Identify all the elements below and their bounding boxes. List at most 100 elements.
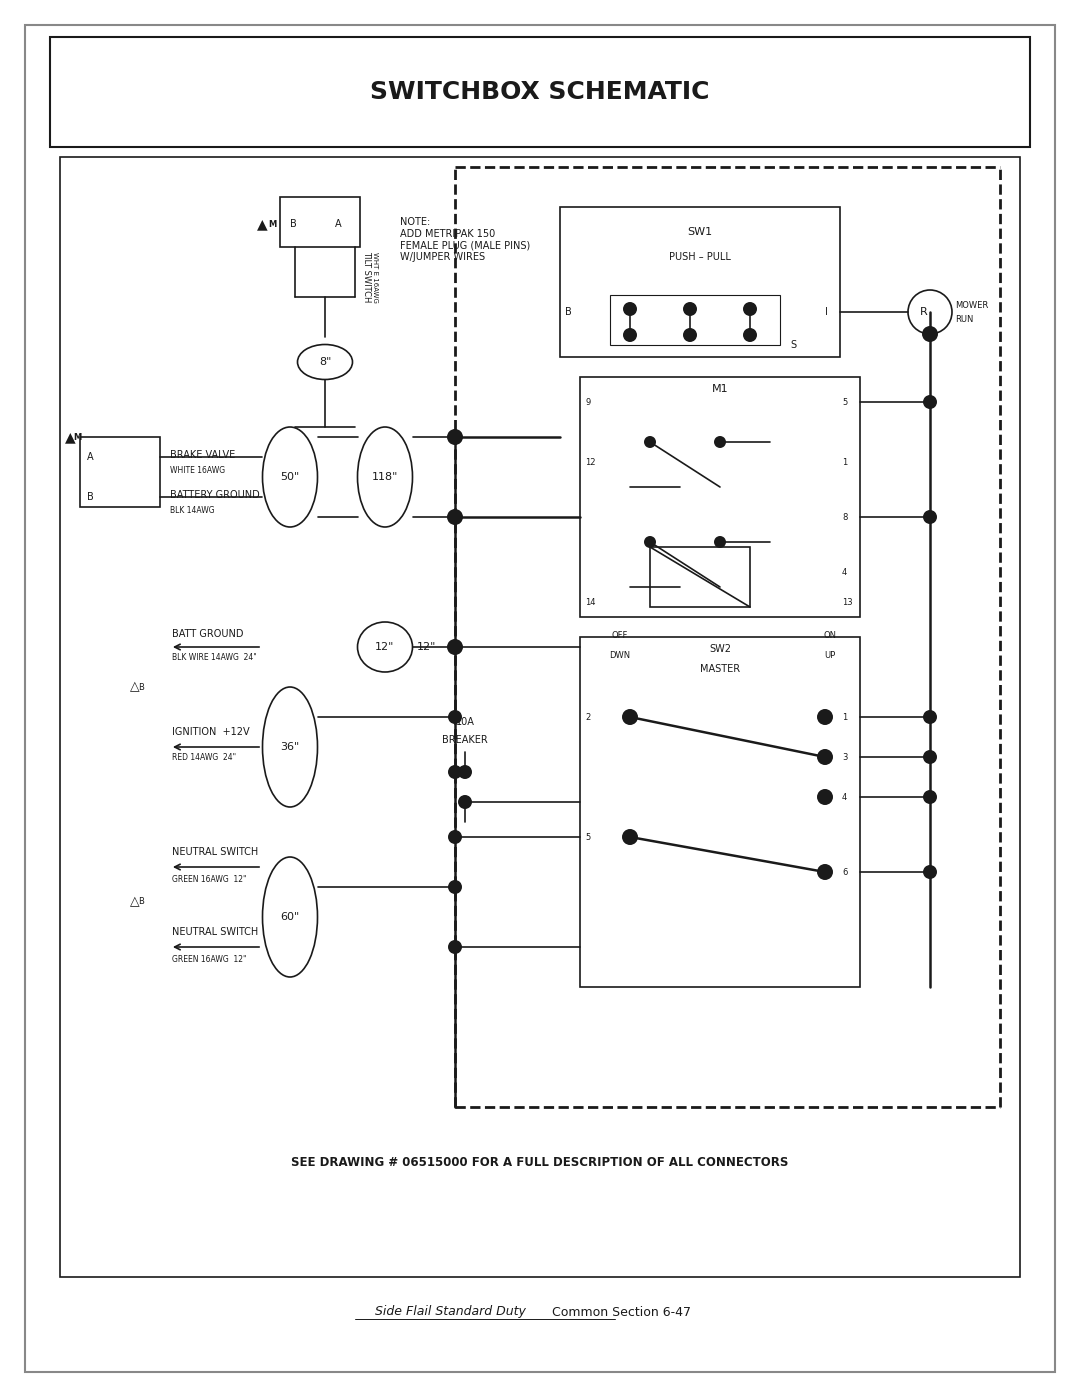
- Text: NEUTRAL SWITCH: NEUTRAL SWITCH: [172, 928, 258, 937]
- Ellipse shape: [262, 427, 318, 527]
- Circle shape: [923, 395, 937, 409]
- Text: B: B: [565, 307, 571, 317]
- Text: 13: 13: [842, 598, 852, 606]
- Text: 12": 12": [417, 643, 436, 652]
- Circle shape: [816, 789, 833, 805]
- Text: 3: 3: [842, 753, 848, 761]
- Text: 12": 12": [376, 643, 394, 652]
- Bar: [561, 207, 840, 358]
- Text: △: △: [131, 895, 139, 908]
- Bar: [580, 377, 860, 617]
- Circle shape: [448, 940, 462, 954]
- Text: B: B: [87, 492, 94, 502]
- Text: 8": 8": [319, 358, 332, 367]
- Text: OFF: OFF: [611, 630, 629, 640]
- Circle shape: [458, 766, 472, 780]
- Text: SEE DRAWING # 06515000 FOR A FULL DESCRIPTION OF ALL CONNECTORS: SEE DRAWING # 06515000 FOR A FULL DESCRI…: [292, 1155, 788, 1168]
- Circle shape: [816, 749, 833, 766]
- Text: NOTE:
ADD METRIPAK 150
FEMALE PLUG (MALE PINS)
W/JUMPER WIRES: NOTE: ADD METRIPAK 150 FEMALE PLUG (MALE…: [400, 217, 530, 261]
- Text: BRAKE VALVE: BRAKE VALVE: [170, 450, 235, 460]
- Bar: [580, 637, 860, 988]
- Text: ▲: ▲: [65, 430, 76, 444]
- Text: I: I: [825, 307, 828, 317]
- Text: 9: 9: [585, 398, 591, 407]
- Text: BLK WIRE 14AWG  24": BLK WIRE 14AWG 24": [172, 652, 257, 662]
- Text: S: S: [789, 339, 796, 351]
- Bar: [80, 437, 160, 507]
- Text: GREEN 16AWG  12": GREEN 16AWG 12": [172, 875, 246, 883]
- Text: 10A: 10A: [456, 717, 474, 726]
- Ellipse shape: [262, 687, 318, 807]
- Text: A: A: [87, 453, 94, 462]
- Text: MOWER: MOWER: [955, 300, 988, 310]
- Text: MASTER: MASTER: [700, 664, 740, 673]
- Text: △: △: [131, 680, 139, 693]
- Text: 8: 8: [842, 513, 848, 521]
- Circle shape: [622, 828, 638, 845]
- Bar: [610, 295, 780, 345]
- Text: 5: 5: [585, 833, 591, 841]
- Text: IGNITION  +12V: IGNITION +12V: [172, 726, 249, 738]
- Bar: [650, 548, 750, 608]
- Circle shape: [458, 795, 472, 809]
- Text: PUSH – PULL: PUSH – PULL: [670, 251, 731, 263]
- Text: M1: M1: [712, 384, 728, 394]
- Text: 5: 5: [842, 398, 847, 407]
- Circle shape: [922, 326, 939, 342]
- Circle shape: [923, 865, 937, 879]
- Circle shape: [447, 509, 463, 525]
- Text: SWITCHBOX SCHEMATIC: SWITCHBOX SCHEMATIC: [370, 80, 710, 103]
- Bar: [280, 197, 360, 247]
- Text: B: B: [291, 219, 297, 229]
- Text: TILT SWITCH: TILT SWITCH: [362, 251, 372, 303]
- Text: 60": 60": [281, 912, 299, 922]
- Circle shape: [623, 328, 637, 342]
- Text: RUN: RUN: [955, 314, 973, 324]
- Circle shape: [743, 328, 757, 342]
- Ellipse shape: [297, 345, 352, 380]
- Circle shape: [448, 710, 462, 724]
- Circle shape: [644, 536, 656, 548]
- Text: 2: 2: [585, 712, 591, 721]
- Circle shape: [683, 328, 697, 342]
- Bar: [60, 156, 1020, 1277]
- Text: 1: 1: [842, 457, 847, 467]
- Ellipse shape: [357, 427, 413, 527]
- Circle shape: [448, 830, 462, 844]
- Text: DWN: DWN: [609, 651, 631, 659]
- Text: UP: UP: [824, 651, 836, 659]
- Text: 50": 50": [281, 472, 299, 482]
- Circle shape: [816, 863, 833, 880]
- Text: 1: 1: [842, 712, 847, 721]
- Text: M: M: [73, 433, 81, 441]
- Circle shape: [923, 710, 937, 724]
- Text: BREAKER: BREAKER: [442, 735, 488, 745]
- Circle shape: [622, 710, 638, 725]
- Text: NEUTRAL SWITCH: NEUTRAL SWITCH: [172, 847, 258, 856]
- Text: 14: 14: [585, 598, 595, 606]
- Circle shape: [816, 710, 833, 725]
- Circle shape: [448, 766, 462, 780]
- Circle shape: [714, 436, 726, 448]
- Circle shape: [923, 789, 937, 805]
- Text: SW1: SW1: [688, 226, 713, 237]
- Circle shape: [923, 510, 937, 524]
- Text: 36": 36": [281, 742, 299, 752]
- Text: WHT E 16AWG: WHT E 16AWG: [372, 251, 378, 302]
- Circle shape: [448, 880, 462, 894]
- Text: B: B: [138, 897, 144, 907]
- Circle shape: [644, 436, 656, 448]
- Circle shape: [447, 638, 463, 655]
- Text: 4: 4: [842, 567, 847, 577]
- Text: BATT GROUND: BATT GROUND: [172, 629, 243, 638]
- Text: Common Section 6-47: Common Section 6-47: [549, 1306, 691, 1319]
- Text: B: B: [138, 683, 144, 692]
- Text: ON: ON: [824, 630, 837, 640]
- Bar: [50, 36, 1030, 147]
- Text: WHITE 16AWG: WHITE 16AWG: [170, 465, 225, 475]
- Ellipse shape: [262, 856, 318, 977]
- Text: 6: 6: [842, 868, 848, 876]
- Text: BATTERY GROUND: BATTERY GROUND: [170, 490, 260, 500]
- Text: A: A: [335, 219, 341, 229]
- Text: 4: 4: [842, 792, 847, 802]
